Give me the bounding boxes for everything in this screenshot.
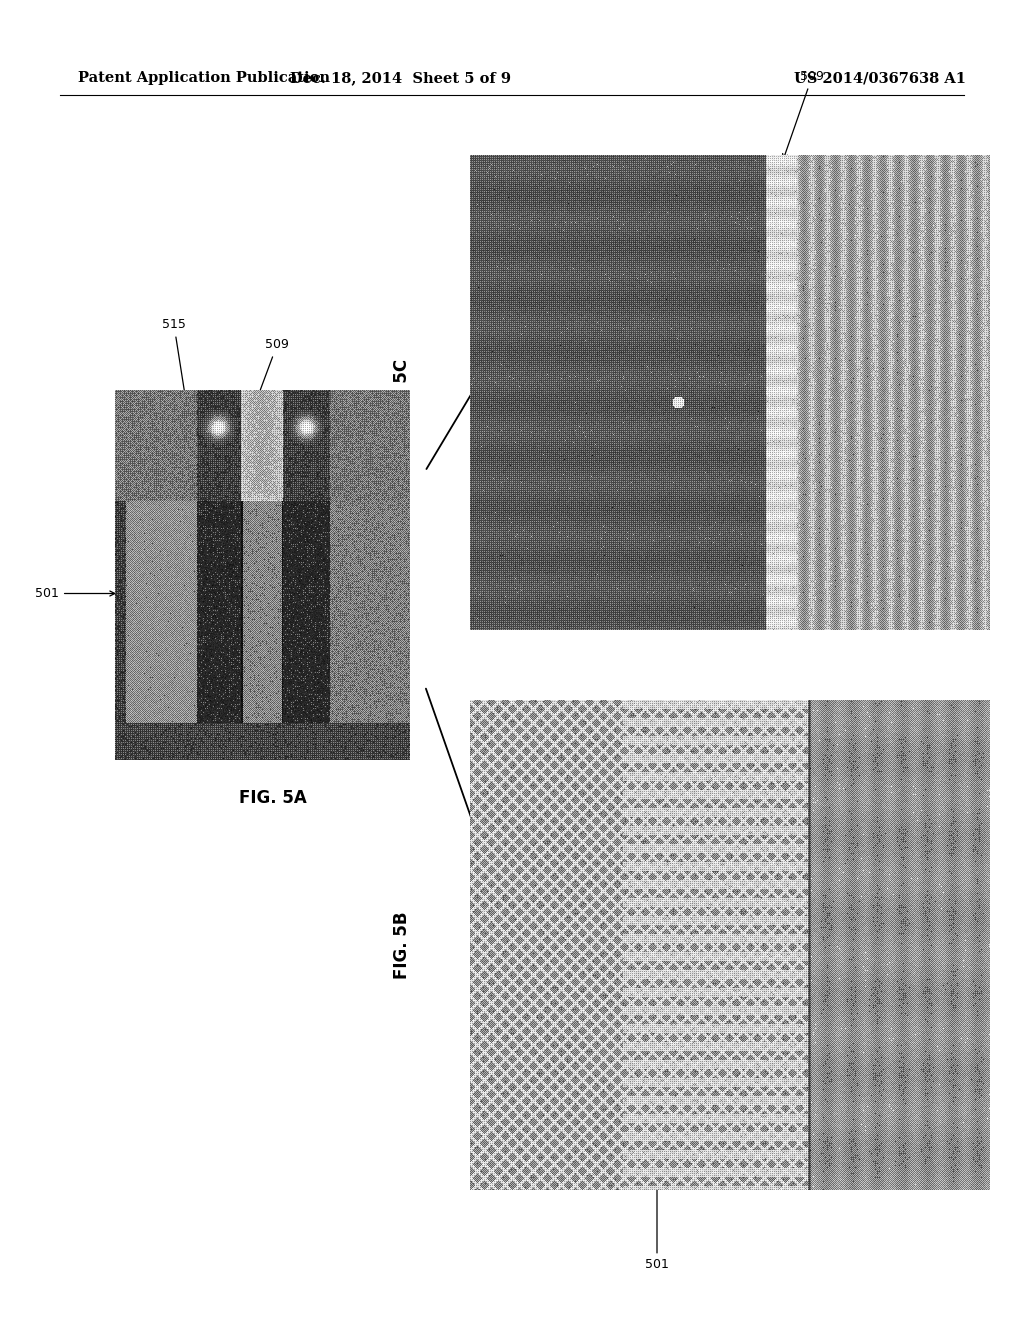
Text: 515: 515 — [683, 392, 693, 412]
Text: Dec. 18, 2014  Sheet 5 of 9: Dec. 18, 2014 Sheet 5 of 9 — [290, 71, 511, 84]
Text: 509: 509 — [782, 70, 824, 160]
Text: US 2014/0367638 A1: US 2014/0367638 A1 — [794, 71, 966, 84]
Text: 501: 501 — [645, 1179, 669, 1271]
Text: 515: 515 — [162, 318, 198, 467]
Text: FIG. 5B: FIG. 5B — [393, 911, 411, 978]
Text: 509: 509 — [242, 338, 289, 438]
Text: FIG. 5A: FIG. 5A — [239, 789, 306, 807]
Text: 513: 513 — [678, 942, 698, 968]
Text: 513: 513 — [244, 618, 268, 643]
Text: FIG. 5C: FIG. 5C — [393, 359, 411, 426]
Text: Patent Application Publication: Patent Application Publication — [78, 71, 330, 84]
Text: 501: 501 — [35, 587, 115, 601]
